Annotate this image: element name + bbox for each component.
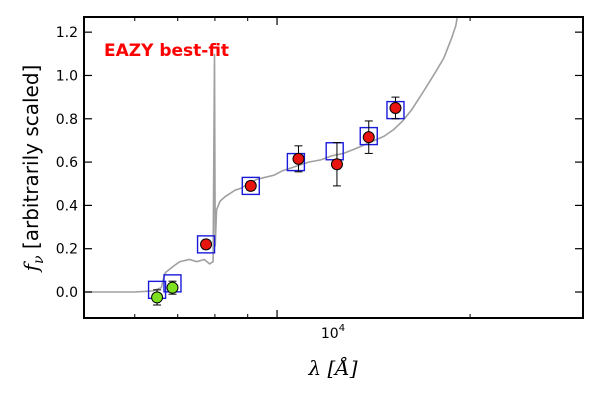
model-photometry-layer bbox=[147, 100, 405, 300]
tick-layer: 0.0 0.2 0.4 0.6 0.8 1.0 1.2 bbox=[56, 17, 583, 318]
model-phot-square-3 bbox=[241, 176, 260, 196]
detections-point-0 bbox=[200, 238, 213, 251]
plot-frame bbox=[83, 16, 584, 319]
y-tick-label-5: 1.0 bbox=[56, 68, 78, 84]
detections-point-1 bbox=[244, 179, 257, 192]
data-points-layer bbox=[151, 96, 402, 306]
annotation-label: EAZY best-fit bbox=[104, 41, 229, 61]
model-phot-square-2 bbox=[196, 235, 216, 254]
y-tick-label-0: 0.0 bbox=[56, 285, 78, 301]
upper_limits-point-0 bbox=[151, 291, 164, 304]
y-tick-label-6: 1.2 bbox=[56, 25, 78, 41]
y-tick-label-4: 0.8 bbox=[56, 112, 78, 128]
model-curve bbox=[84, 17, 459, 293]
detections-point-5 bbox=[389, 101, 402, 114]
y-tick-label-1: 0.2 bbox=[56, 242, 78, 258]
detections-point-3 bbox=[330, 158, 343, 171]
x-axis-label: λ [Å] bbox=[307, 355, 357, 380]
model-layer bbox=[84, 17, 459, 293]
y-axis-label: fν [arbitrarily scaled] bbox=[19, 65, 47, 274]
y-tick-label-3: 0.6 bbox=[56, 155, 78, 171]
y-tick-label-2: 0.4 bbox=[56, 198, 78, 214]
upper_limits-point-1 bbox=[166, 281, 179, 294]
detections-point-4 bbox=[362, 131, 375, 144]
detections-point-2 bbox=[292, 152, 305, 165]
x-tick-label-10000: 104 bbox=[321, 323, 345, 342]
